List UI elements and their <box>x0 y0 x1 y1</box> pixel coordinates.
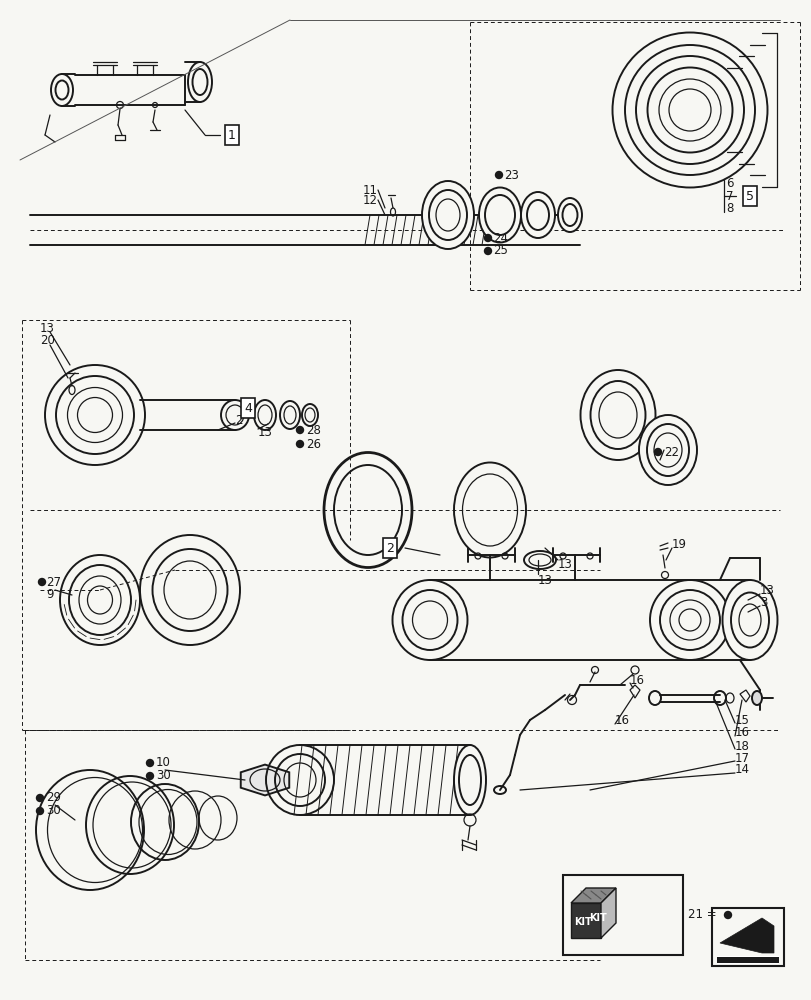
Text: 13: 13 <box>258 426 272 438</box>
Text: 10: 10 <box>156 756 170 770</box>
Text: 23: 23 <box>504 169 518 182</box>
Bar <box>716 957 778 963</box>
Polygon shape <box>600 888 616 938</box>
Ellipse shape <box>422 181 474 249</box>
Ellipse shape <box>302 404 318 426</box>
Text: 19: 19 <box>672 538 686 552</box>
Text: 13: 13 <box>538 574 552 586</box>
Text: 12: 12 <box>363 194 378 207</box>
Bar <box>716 956 778 964</box>
Circle shape <box>723 911 731 918</box>
Ellipse shape <box>221 400 249 430</box>
Text: KIT: KIT <box>573 917 591 927</box>
Polygon shape <box>240 765 289 795</box>
Text: 28: 28 <box>306 424 320 436</box>
Ellipse shape <box>521 192 554 238</box>
Circle shape <box>146 760 153 766</box>
Text: 20: 20 <box>40 334 55 348</box>
Polygon shape <box>570 888 616 903</box>
Text: 25: 25 <box>492 244 507 257</box>
Circle shape <box>36 794 44 801</box>
Text: 16: 16 <box>629 674 644 686</box>
Text: 2: 2 <box>385 542 393 554</box>
Text: KIT: KIT <box>588 913 606 923</box>
Circle shape <box>38 578 45 585</box>
Text: 30: 30 <box>156 769 170 782</box>
Ellipse shape <box>254 400 276 430</box>
Text: 30: 30 <box>46 804 61 817</box>
Text: 21 =: 21 = <box>687 908 716 921</box>
Bar <box>562 875 682 955</box>
Text: 13: 13 <box>557 558 573 572</box>
Text: 16: 16 <box>614 714 629 726</box>
Circle shape <box>36 807 44 814</box>
Circle shape <box>495 172 502 179</box>
Text: 9: 9 <box>46 588 54 601</box>
Text: 26: 26 <box>306 438 320 450</box>
Ellipse shape <box>453 745 486 815</box>
Text: 27: 27 <box>46 576 61 588</box>
Circle shape <box>484 247 491 254</box>
Ellipse shape <box>722 580 777 660</box>
Text: 4: 4 <box>244 401 251 414</box>
Circle shape <box>146 772 153 779</box>
Text: 5: 5 <box>745 190 753 202</box>
Polygon shape <box>719 918 773 953</box>
Text: 16: 16 <box>734 726 749 740</box>
Ellipse shape <box>580 370 654 460</box>
Text: 24: 24 <box>492 232 508 244</box>
Polygon shape <box>570 903 600 938</box>
Text: 15: 15 <box>734 714 749 726</box>
Text: 11: 11 <box>363 184 378 197</box>
Text: 13: 13 <box>759 584 774 596</box>
Text: 7: 7 <box>725 190 732 202</box>
Circle shape <box>484 234 491 241</box>
Circle shape <box>296 440 303 448</box>
Text: 29: 29 <box>46 791 61 804</box>
Circle shape <box>654 448 661 456</box>
Ellipse shape <box>280 401 299 429</box>
Ellipse shape <box>751 691 761 705</box>
Text: 22: 22 <box>663 446 678 458</box>
Bar <box>711 908 783 966</box>
Ellipse shape <box>557 198 581 232</box>
Text: 17: 17 <box>734 752 749 764</box>
Ellipse shape <box>638 415 696 485</box>
Text: 18: 18 <box>734 740 749 752</box>
Text: 13: 13 <box>40 322 55 334</box>
Text: 3: 3 <box>759 596 766 609</box>
Text: 14: 14 <box>734 763 749 776</box>
Text: 6: 6 <box>725 177 732 190</box>
Circle shape <box>296 426 303 434</box>
Text: 8: 8 <box>725 202 732 216</box>
Text: 1: 1 <box>228 129 236 142</box>
Ellipse shape <box>478 188 521 242</box>
Text: 2: 2 <box>234 414 242 426</box>
